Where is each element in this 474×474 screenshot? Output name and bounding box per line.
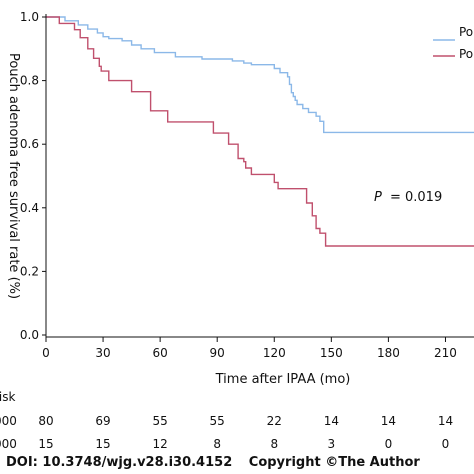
x-tick-label: 30 [95,346,110,360]
y-tick-label: 1.0 [20,10,39,24]
risk-cell: 15 [95,437,111,451]
y-axis: 0.0 0.2 0.4 0.6 0.8 1.0 [20,10,46,342]
survival-curve-0 [46,16,474,134]
risk-row: 000 80 69 55 55 22 14 14 14 [0,414,474,430]
y-tick-label: 0.0 [20,328,39,342]
risk-header-label: risk [0,390,16,404]
risk-row-label: 000 [0,437,17,451]
x-tick-label: 0 [42,346,50,360]
x-tick-label: 180 [377,346,400,360]
survival-curve-1 [46,16,474,247]
x-tick-label: 90 [210,346,225,360]
risk-cell: 14 [437,414,454,428]
risk-cell: 0 [441,437,450,451]
survival-curves [46,16,474,247]
risk-row-label: 000 [0,414,17,428]
x-axis: 0 30 60 90 120 150 180 210 [42,337,457,360]
p-value-symbol: P [374,190,382,205]
risk-cell: 14 [380,414,397,428]
legend: Po Po [433,25,473,61]
x-axis-label: Time after IPAA (mo) [215,372,351,387]
p-value-annotation: P = 0.019 [374,190,442,205]
risk-cell: 12 [152,437,168,451]
y-tick-label: 0.6 [20,137,39,151]
doi-text: DOI: 10.3748/wjg.v28.i30.4152 [6,455,233,470]
y-tick-label: 0.2 [20,264,39,278]
y-tick-label: 0.4 [20,201,39,215]
risk-cell: 3 [327,437,336,451]
y-tick-label: 0.8 [20,74,39,88]
legend-label: Po [459,25,473,39]
risk-cell: 15 [38,437,54,451]
risk-cell: 8 [213,437,222,451]
x-tick-label: 60 [152,346,167,360]
risk-cell: 22 [266,414,282,428]
x-tick-label: 120 [263,346,286,360]
risk-cell: 80 [38,414,54,428]
risk-cell: 0 [384,437,393,451]
risk-cell: 69 [95,414,111,428]
copyright-text: Copyright ©The Author [248,455,420,470]
p-value-text: = 0.019 [390,190,442,205]
y-axis-label: Pouch adenoma free survival rate (%) [6,53,21,299]
risk-row: 000 15 15 12 8 8 3 0 0 [0,437,474,453]
risk-cell: 14 [323,414,339,428]
footer: DOI: 10.3748/wjg.v28.i30.4152 Copyright … [0,455,474,474]
x-tick-label: 210 [434,346,457,360]
risk-cell: 55 [152,414,168,428]
risk-cell: 55 [209,414,225,428]
risk-cell: 8 [270,437,279,451]
legend-label: Po [459,47,473,61]
risk-header: risk [0,390,474,406]
x-tick-label: 150 [320,346,343,360]
